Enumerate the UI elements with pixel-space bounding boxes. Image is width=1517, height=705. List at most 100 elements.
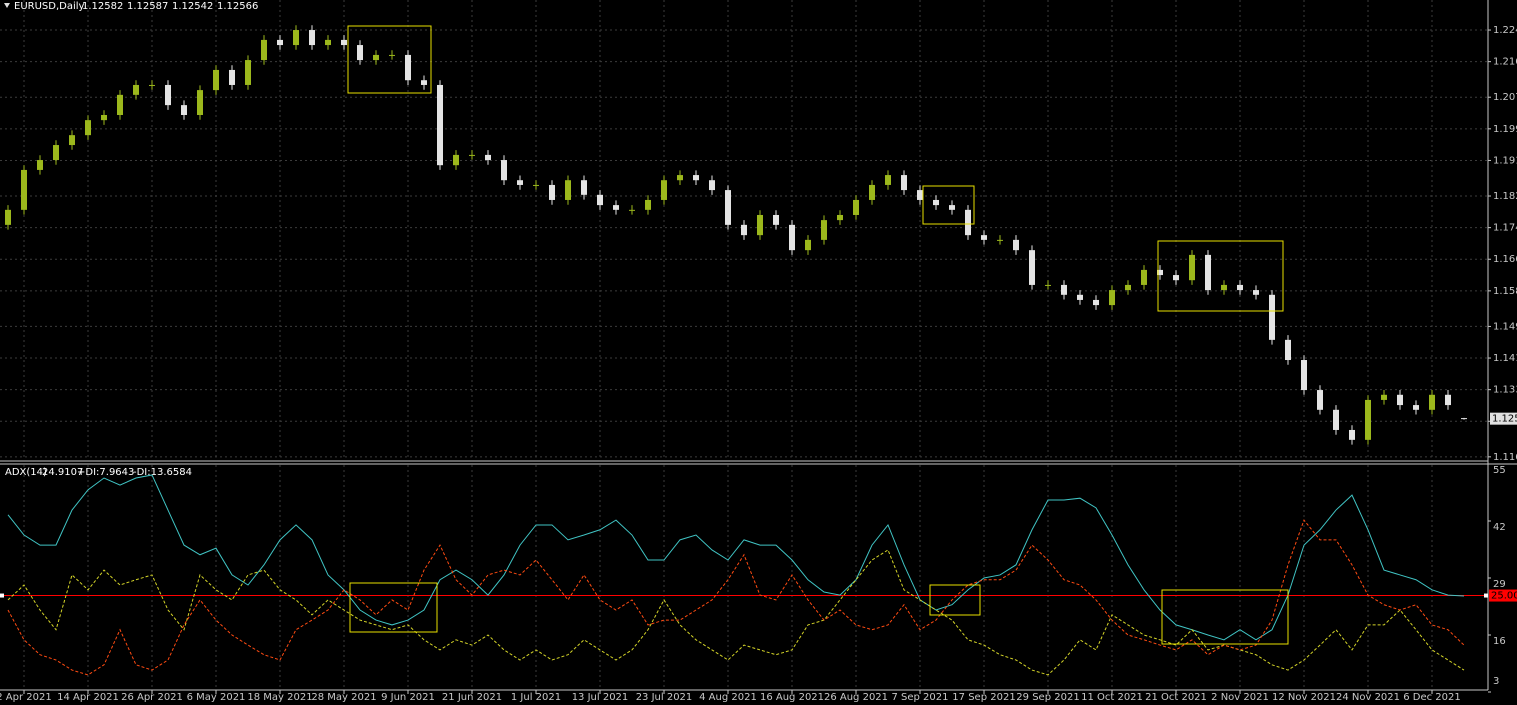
candle-body [1285, 339, 1291, 361]
candle-body [613, 205, 619, 210]
indicator-line [7, 474, 1465, 641]
ohlc-header: 1.12582 1.12587 1.12542 1.12566 [82, 1, 258, 12]
candle-body [85, 120, 91, 136]
candle-body [949, 205, 955, 210]
candle-body [5, 209, 11, 225]
candle-body [165, 84, 171, 106]
x-tick-label: 24 Nov 2021 [1336, 692, 1400, 703]
candle-body [661, 180, 667, 200]
y-tick-label: 1.116 [1493, 452, 1517, 463]
y-tick-label: 1.199 [1493, 124, 1517, 135]
y-tick-label: 1.224 [1493, 25, 1517, 36]
candle-body [757, 214, 763, 236]
candle-body [181, 105, 187, 115]
candle-body [389, 54, 395, 56]
candle-body [325, 39, 331, 46]
candle-body [1461, 418, 1467, 420]
candle-body [421, 80, 427, 85]
candle-body [229, 69, 235, 85]
x-tick-label: 21 Jun 2021 [442, 692, 502, 703]
candle-body [53, 145, 59, 161]
candle-body [581, 180, 587, 195]
candle-body [1077, 294, 1083, 300]
x-tick-label: 21 Oct 2021 [1145, 692, 1207, 703]
candle-body [1269, 294, 1275, 340]
candle-body [1253, 290, 1259, 295]
x-tick-label: 12 Nov 2021 [1272, 692, 1336, 703]
candle-body [69, 135, 75, 146]
x-tick-label: 2 Apr 2021 [0, 692, 52, 703]
candle-body [341, 39, 347, 46]
highlight-box [1161, 589, 1289, 645]
x-tick-label: 14 Apr 2021 [57, 692, 119, 703]
y-tick-label: 55 [1493, 465, 1506, 476]
x-tick-label: 4 Aug 2021 [699, 692, 757, 703]
candle-body [1445, 394, 1451, 406]
candle-body [901, 175, 907, 191]
candle-body [693, 175, 699, 181]
candle-body [725, 190, 731, 225]
symbol-arrow [4, 3, 10, 8]
candle-body [597, 194, 603, 206]
highlight-box [347, 25, 432, 94]
candle-body [981, 235, 987, 240]
candle-body [357, 45, 363, 61]
candle-body [293, 30, 299, 46]
y-tick-label: 1.191 [1493, 155, 1517, 166]
candle-body [917, 190, 923, 200]
y-tick-label: 29 [1493, 579, 1506, 590]
x-tick-label: 26 Apr 2021 [121, 692, 183, 703]
candle-body [485, 154, 491, 161]
candle-body [533, 184, 539, 186]
candle-body [869, 184, 875, 200]
candle-body [1125, 284, 1131, 291]
candle-body [37, 160, 43, 170]
candle-body [213, 69, 219, 91]
x-tick-label: 23 Jul 2021 [636, 692, 693, 703]
x-tick-label: 13 Jul 2021 [572, 692, 629, 703]
candle-body [21, 169, 27, 210]
candle-body [309, 30, 315, 46]
candle-body [453, 154, 459, 166]
x-tick-label: 9 Jun 2021 [381, 692, 435, 703]
candle-body [1301, 360, 1307, 391]
x-tick-label: 6 Dec 2021 [1403, 692, 1461, 703]
x-tick-label: 18 May 2021 [247, 692, 312, 703]
candle-body [517, 180, 523, 185]
y-tick-label: 1.141 [1493, 353, 1517, 364]
candle-body [1397, 394, 1403, 406]
x-tick-label: 29 Sep 2021 [1016, 692, 1079, 703]
y-tick-label: 16 [1493, 636, 1506, 647]
candle-body [1045, 284, 1051, 286]
indicator-header: 24.9107+DI:7.9643-DI:13.6584 [42, 467, 192, 478]
y-tick-label: 1.133 [1493, 385, 1517, 396]
candle-body [1221, 284, 1227, 291]
ohlc-value: 1.12542 [172, 1, 213, 12]
x-tick-label: 6 May 2021 [187, 692, 246, 703]
y-tick-label: 1.158 [1493, 286, 1517, 297]
candle-body [133, 84, 139, 95]
level-marker [1484, 593, 1488, 598]
candle-body [1093, 299, 1099, 306]
x-tick-label: 11 Oct 2021 [1081, 692, 1143, 703]
current-price-label: 1.125 [1492, 414, 1517, 425]
ohlc-value: 1.12582 [82, 1, 123, 12]
x-tick-label: 2 Nov 2021 [1211, 692, 1269, 703]
level-marker [0, 593, 4, 598]
y-tick-label: 1.166 [1493, 254, 1517, 265]
y-tick-label: 1.182 [1493, 191, 1517, 202]
candle-body [789, 224, 795, 251]
candle-body [1333, 409, 1339, 430]
ohlc-value: 1.12587 [127, 1, 168, 12]
candle-body [261, 39, 267, 61]
candle-body [373, 54, 379, 61]
candle-body [1317, 390, 1323, 410]
candle-body [933, 199, 939, 206]
indicator-line [7, 519, 1465, 676]
candle-body [1349, 429, 1355, 440]
candle-body [1029, 250, 1035, 285]
candle-body [149, 84, 155, 86]
x-tick-label: 16 Aug 2021 [760, 692, 824, 703]
candle-body [405, 54, 411, 81]
